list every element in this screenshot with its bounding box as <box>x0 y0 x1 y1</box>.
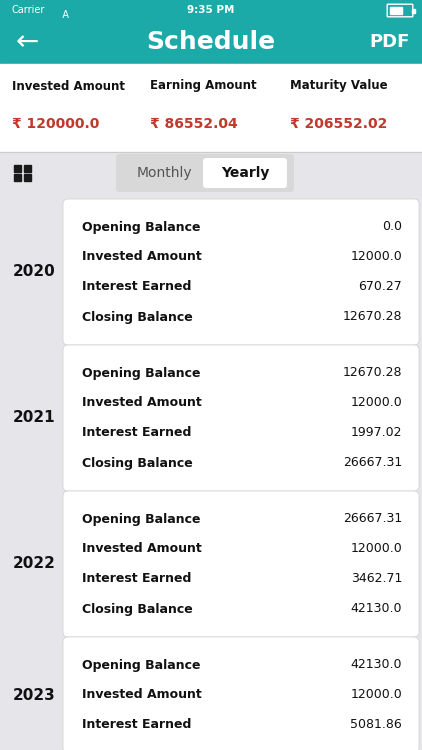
Text: Schedule: Schedule <box>146 30 276 54</box>
FancyBboxPatch shape <box>63 345 419 491</box>
FancyBboxPatch shape <box>63 199 419 345</box>
Text: Opening Balance: Opening Balance <box>82 367 200 380</box>
Text: Interest Earned: Interest Earned <box>82 280 191 293</box>
Bar <box>24 174 30 182</box>
Bar <box>24 165 30 172</box>
Text: Earning Amount: Earning Amount <box>150 80 257 92</box>
Text: Invested Amount: Invested Amount <box>82 542 202 556</box>
Text: Carrier: Carrier <box>12 5 46 15</box>
Text: 42130.0: 42130.0 <box>351 658 402 671</box>
Text: 26667.31: 26667.31 <box>343 512 402 526</box>
Text: ₹ 120000.0: ₹ 120000.0 <box>12 117 99 131</box>
Text: Invested Amount: Invested Amount <box>82 688 202 701</box>
Text: 5081.86: 5081.86 <box>350 718 402 731</box>
Bar <box>14 165 21 172</box>
Text: Maturity Value: Maturity Value <box>290 80 388 92</box>
Text: Opening Balance: Opening Balance <box>82 658 200 671</box>
Bar <box>0 64 422 152</box>
Text: Yearly: Yearly <box>221 166 269 180</box>
Text: 0.0: 0.0 <box>382 220 402 233</box>
Text: 9:35 PM: 9:35 PM <box>187 5 235 15</box>
Text: Interest Earned: Interest Earned <box>82 572 191 586</box>
FancyBboxPatch shape <box>63 491 419 637</box>
Text: 12000.0: 12000.0 <box>350 251 402 263</box>
Text: ←: ← <box>16 28 39 56</box>
FancyBboxPatch shape <box>116 154 294 192</box>
Text: ₹ 206552.02: ₹ 206552.02 <box>290 117 387 131</box>
Text: Opening Balance: Opening Balance <box>82 220 200 233</box>
Text: 26667.31: 26667.31 <box>343 457 402 470</box>
Text: 12670.28: 12670.28 <box>343 367 402 380</box>
Text: 2021: 2021 <box>13 410 55 425</box>
Text: 12000.0: 12000.0 <box>350 542 402 556</box>
Text: 670.27: 670.27 <box>358 280 402 293</box>
Text: 12000.0: 12000.0 <box>350 397 402 410</box>
FancyBboxPatch shape <box>203 158 287 188</box>
FancyBboxPatch shape <box>63 637 419 750</box>
Bar <box>0 20 422 64</box>
Bar <box>14 174 21 182</box>
Text: Invested Amount: Invested Amount <box>82 397 202 410</box>
Text: Interest Earned: Interest Earned <box>82 718 191 731</box>
Text: 2022: 2022 <box>13 556 55 572</box>
Text: 2023: 2023 <box>13 688 55 703</box>
Text: 2020: 2020 <box>13 265 55 280</box>
Text: 3462.71: 3462.71 <box>351 572 402 586</box>
Text: Ɐ: Ɐ <box>62 6 69 16</box>
Text: Closing Balance: Closing Balance <box>82 310 193 323</box>
Text: Invested Amount: Invested Amount <box>12 80 125 92</box>
Bar <box>0 152 422 194</box>
Text: 12000.0: 12000.0 <box>350 688 402 701</box>
Text: Monthly: Monthly <box>136 166 192 180</box>
Text: Interest Earned: Interest Earned <box>82 427 191 439</box>
Text: PDF: PDF <box>370 33 410 51</box>
Text: 1997.02: 1997.02 <box>351 427 402 439</box>
Text: Invested Amount: Invested Amount <box>82 251 202 263</box>
Text: Closing Balance: Closing Balance <box>82 602 193 616</box>
Text: Closing Balance: Closing Balance <box>82 457 193 470</box>
Bar <box>390 7 402 14</box>
Text: Opening Balance: Opening Balance <box>82 512 200 526</box>
Text: 42130.0: 42130.0 <box>351 602 402 616</box>
Text: ₹ 86552.04: ₹ 86552.04 <box>150 117 238 131</box>
Bar <box>412 8 414 13</box>
Bar <box>0 0 422 20</box>
Text: 12670.28: 12670.28 <box>343 310 402 323</box>
